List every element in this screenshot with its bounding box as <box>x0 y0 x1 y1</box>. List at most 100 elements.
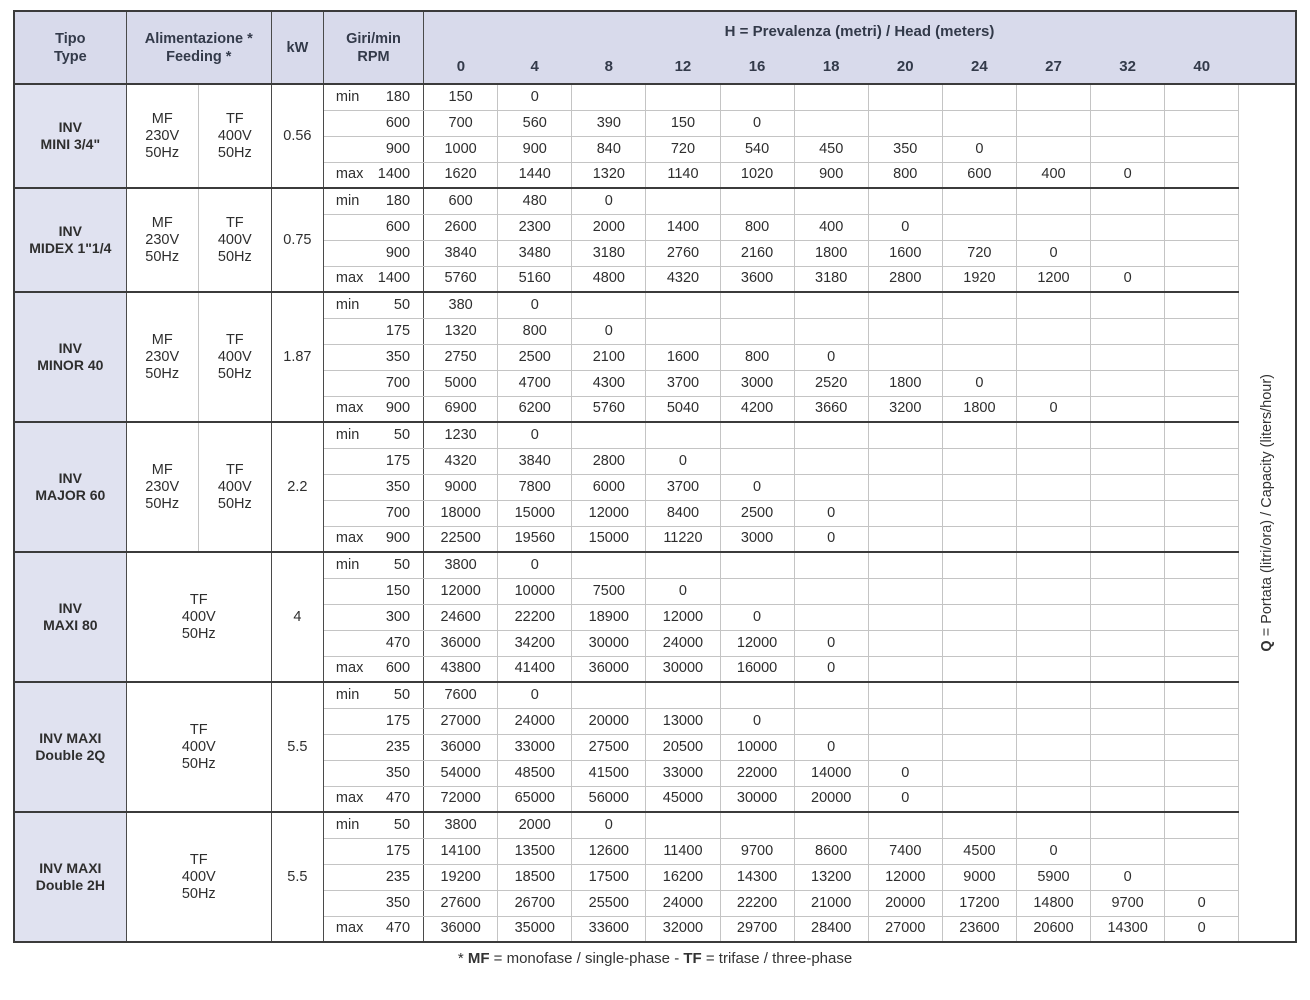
capacity-cell: 5900 <box>1016 864 1092 891</box>
capacity-cell: 34200 <box>497 630 573 657</box>
capacity-cell <box>868 734 943 761</box>
capacity-cell <box>868 526 943 553</box>
capacity-cell: 0 <box>794 526 869 553</box>
capacity-cell <box>1016 812 1092 839</box>
capacity-cell: 17500 <box>571 864 647 891</box>
capacity-cell <box>1090 734 1166 761</box>
capacity-cell <box>1164 318 1240 345</box>
capacity-cell <box>942 734 1017 761</box>
capacity-cell: 400 <box>794 214 869 241</box>
capacity-cell: 30000 <box>571 630 647 657</box>
capacity-cell: 20000 <box>571 708 647 735</box>
rpm-value: 350 <box>385 348 411 365</box>
capacity-cell <box>942 708 1017 735</box>
capacity-cell: 3480 <box>497 240 573 267</box>
capacity-cell <box>868 448 943 475</box>
head-values-row: 0 4 8 12 16 18 20 24 27 32 40 <box>14 51 1296 85</box>
rpm-wrap: 300 <box>324 609 423 626</box>
capacity-cell: 2000 <box>571 214 647 241</box>
rpm-minmax-label: min <box>335 88 360 105</box>
capacity-cell <box>1164 110 1240 137</box>
footnote-rest: = trifase / three-phase <box>701 950 853 967</box>
rpm-cell: max 900 <box>323 396 425 423</box>
rpm-value: 50 <box>393 426 411 443</box>
capacity-cell: 12000 <box>571 500 647 527</box>
capacity-cell <box>942 448 1017 475</box>
capacity-cell: 0 <box>868 760 943 787</box>
table-row: 600 2600 2300 2000 1400 800 400 0 <box>14 214 1296 241</box>
column-header-kw: kW <box>271 11 324 85</box>
rpm-wrap: max 900 <box>324 530 423 547</box>
rpm-cell: 900 <box>323 136 425 163</box>
rpm-value: 50 <box>393 296 411 313</box>
rpm-wrap: 175 <box>324 323 423 340</box>
capacity-cell <box>1090 240 1166 267</box>
capacity-cell: 36000 <box>423 630 499 657</box>
capacity-cell <box>942 526 1017 553</box>
rpm-wrap: 175 <box>324 713 423 730</box>
rpm-value: 350 <box>385 478 411 495</box>
capacity-cell: 3840 <box>423 240 499 267</box>
rpm-value: 175 <box>385 452 411 469</box>
capacity-cell <box>1090 110 1166 137</box>
pump-name-cell: INV MAXI Double 2Q <box>14 682 127 813</box>
capacity-cell: 19560 <box>497 526 573 553</box>
capacity-cell <box>1164 838 1240 865</box>
capacity-cell <box>1164 240 1240 267</box>
head-filler <box>1238 51 1296 85</box>
capacity-cell <box>1016 552 1092 579</box>
capacity-cell <box>942 656 1017 683</box>
capacity-cell <box>868 682 943 709</box>
capacity-cell: 9700 <box>1090 890 1166 917</box>
capacity-cell: 390 <box>571 110 647 137</box>
rpm-wrap: 235 <box>324 869 423 886</box>
capacity-cell: 1600 <box>868 240 943 267</box>
capacity-cell: 27500 <box>571 734 647 761</box>
table-row: max 470 72000 65000 56000 45000 30000 20000 0 <box>14 786 1296 813</box>
capacity-cell: 2600 <box>423 214 499 241</box>
rpm-wrap: 900 <box>324 141 423 158</box>
capacity-cell: 800 <box>720 214 795 241</box>
capacity-cell <box>942 422 1017 449</box>
capacity-cell: 840 <box>571 136 647 163</box>
capacity-cell: 2160 <box>720 240 795 267</box>
capacity-cell <box>1090 760 1166 787</box>
capacity-cell: 54000 <box>423 760 499 787</box>
capacity-cell <box>1016 84 1092 111</box>
rpm-minmax-label: max <box>335 920 364 937</box>
rpm-value: 900 <box>385 400 411 417</box>
kw-cell: 0.75 <box>271 188 324 293</box>
capacity-cell <box>720 682 795 709</box>
rpm-value: 180 <box>385 192 411 209</box>
rpm-wrap: min 50 <box>324 557 423 574</box>
rpm-cell: 470 <box>323 630 425 657</box>
capacity-cell: 2500 <box>497 344 573 371</box>
rpm-cell: max 1400 <box>323 266 425 293</box>
capacity-cell <box>942 474 1017 501</box>
rpm-wrap: max 900 <box>324 400 423 417</box>
rpm-value: 900 <box>385 244 411 261</box>
capacity-cell <box>571 552 647 579</box>
table-row: INV MIDEX 1"1/4 MF 230V 50Hz TF 400V 50Hz 0… <box>14 188 1296 293</box>
capacity-cell <box>1090 136 1166 163</box>
capacity-cell <box>1016 370 1092 397</box>
capacity-cell: 3700 <box>645 370 721 397</box>
capacity-cell <box>1164 760 1240 787</box>
capacity-cell: 22000 <box>720 760 795 787</box>
capacity-cell <box>1016 526 1092 553</box>
capacity-cell: 25500 <box>571 890 647 917</box>
kw-cell: 1.87 <box>271 292 324 423</box>
table-row: 700 18000 15000 12000 8400 2500 0 <box>14 500 1296 527</box>
rpm-cell: min 50 <box>323 812 425 839</box>
capacity-cell <box>1016 630 1092 657</box>
feeding-cell: TF 400V 50Hz <box>126 812 272 943</box>
table-row: 350 54000 48500 41500 33000 22000 14000 0 <box>14 760 1296 787</box>
feeding-cell: TF 400V 50Hz <box>126 682 272 813</box>
capacity-cell <box>1164 162 1240 189</box>
capacity-cell: 3000 <box>720 526 795 553</box>
capacity-cell: 28400 <box>794 916 869 943</box>
capacity-cell: 5760 <box>571 396 647 423</box>
capacity-cell <box>1016 136 1092 163</box>
capacity-cell <box>942 110 1017 137</box>
rpm-value: 50 <box>393 686 411 703</box>
